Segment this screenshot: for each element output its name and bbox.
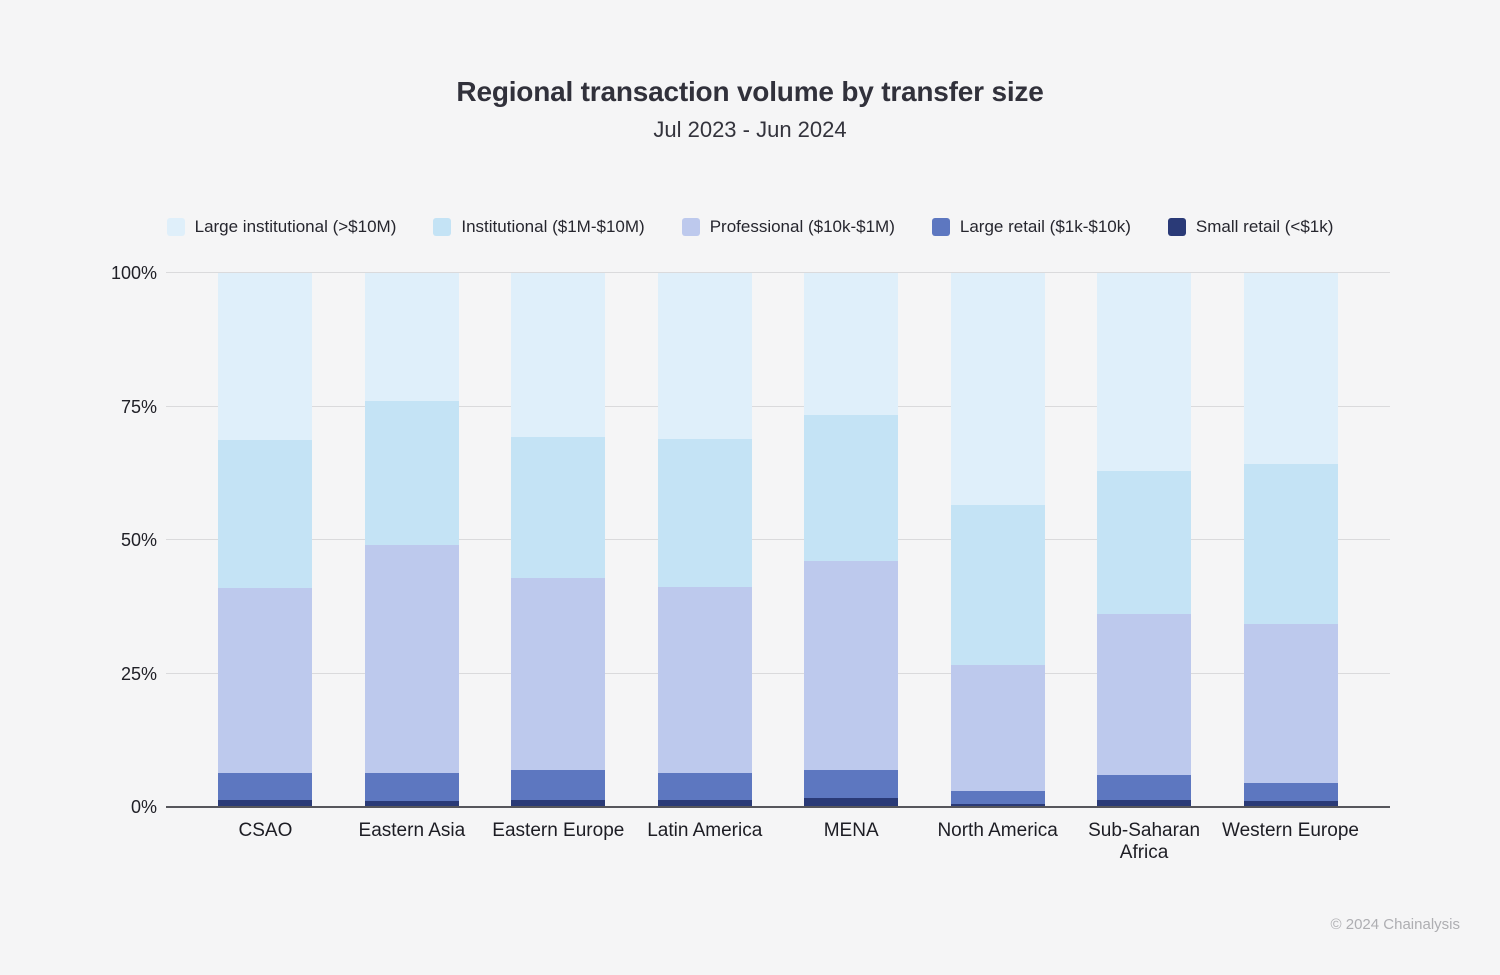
attribution: © 2024 Chainalysis	[1330, 916, 1460, 933]
segment-eastern-asia-large-retail-1k-10k	[364, 773, 459, 801]
segment-latin-america-small-retail-1k	[657, 800, 752, 807]
segment-western-europe-large-institutional-10m	[1243, 273, 1338, 465]
segment-mena-professional-10k-1m	[804, 561, 899, 770]
segment-latin-america-large-retail-1k-10k	[657, 773, 752, 801]
plot-area: 0% 25% 50% 75% 100% CSAO Eastern Asia Eastern E…	[111, 264, 1390, 863]
segment-eastern-asia-professional-10k-1m	[364, 545, 459, 774]
segment-sub-saharan-africa-large-retail-1k-10k	[1097, 774, 1192, 800]
segment-csao-institutional-1m-10m	[218, 440, 313, 589]
legend-swatch-professional-10k-1m	[681, 218, 700, 236]
segment-sub-saharan-africa-small-retail-1k	[1097, 799, 1192, 807]
x-axis-label-eastern-europe: Eastern Europe	[492, 820, 625, 841]
x-axis-label-north-america: North America	[937, 820, 1058, 841]
chart-subtitle: Jul 2023 - Jun 2024	[653, 117, 847, 142]
segment-eastern-asia-institutional-1m-10m	[364, 401, 459, 546]
legend-swatch-large-institutional-10m	[166, 218, 185, 236]
legend-swatch-small-retail-1k	[1167, 218, 1186, 236]
legend-swatch-large-retail-1k-10k	[931, 218, 950, 236]
segment-north-america-institutional-1m-10m	[950, 505, 1045, 666]
bar-western-europe: Western Europe	[1222, 273, 1359, 841]
segment-eastern-asia-large-institutional-10m	[364, 273, 459, 402]
gridline-100	[166, 272, 1390, 273]
segment-latin-america-large-institutional-10m	[657, 273, 752, 440]
legend-item-large-institutional-10m: Large institutional (>$10M)	[166, 217, 397, 237]
segment-western-europe-small-retail-1k	[1243, 801, 1338, 807]
chart-title: Regional transaction volume by transfer …	[456, 76, 1044, 107]
x-axis-label-eastern-asia: Eastern Asia	[358, 820, 466, 841]
segment-csao-large-retail-1k-10k	[218, 773, 313, 801]
segment-csao-large-institutional-10m	[218, 273, 313, 441]
segment-eastern-europe-professional-10k-1m	[511, 578, 606, 771]
bar-eastern-asia: Eastern Asia	[359, 273, 465, 841]
legend-item-small-retail-1k: Small retail (<$1k)	[1167, 217, 1334, 237]
bar-north-america: North America	[937, 273, 1058, 841]
segment-eastern-europe-large-institutional-10m	[511, 273, 606, 437]
legend-label: Large institutional (>$10M)	[194, 217, 397, 236]
segment-sub-saharan-africa-professional-10k-1m	[1097, 613, 1192, 775]
segment-north-america-large-retail-1k-10k	[950, 790, 1045, 804]
segment-north-america-large-institutional-10m	[950, 273, 1045, 506]
legend: Large institutional (>$10M) Institutional…	[0, 217, 1500, 237]
gridline-25	[166, 672, 1390, 674]
x-axis-label-sub-saharan-africa: Sub-Saharan Africa	[1088, 820, 1201, 864]
segment-mena-small-retail-1k	[804, 798, 899, 807]
y-axis-tick-50: 50%	[120, 530, 157, 550]
x-axis-label-csao: CSAO	[238, 820, 293, 841]
legend-swatch-institutional-1m-10m	[433, 218, 452, 236]
x-axis-label-mena: MENA	[823, 820, 879, 841]
bar-csao: CSAO	[218, 273, 313, 841]
bar-sub-saharan-africa: Sub-Saharan Africa	[1088, 273, 1200, 863]
segment-csao-small-retail-1k	[218, 800, 313, 807]
legend-item-institutional-1m-10m: Institutional ($1M-$10M)	[433, 217, 645, 237]
legend-item-large-retail-1k-10k: Large retail ($1k-$10k)	[931, 217, 1131, 237]
legend-label: Professional ($10k-$1M)	[709, 217, 895, 236]
x-axis-label-latin-america: Latin America	[647, 820, 763, 841]
segment-eastern-europe-large-retail-1k-10k	[511, 770, 606, 800]
segment-eastern-europe-institutional-1m-10m	[511, 436, 606, 579]
segment-eastern-europe-small-retail-1k	[511, 799, 606, 807]
legend-label: Small retail (<$1k)	[1195, 217, 1334, 236]
y-axis-tick-25: 25%	[120, 663, 157, 684]
x-axis-label-western-europe: Western Europe	[1222, 820, 1359, 841]
segment-sub-saharan-africa-institutional-1m-10m	[1097, 470, 1192, 614]
segment-western-europe-professional-10k-1m	[1243, 623, 1338, 783]
bar-eastern-europe: Eastern Europe	[492, 273, 624, 841]
legend-label: Large retail ($1k-$10k)	[959, 217, 1131, 236]
segment-latin-america-professional-10k-1m	[657, 586, 752, 774]
bar-latin-america: Latin America	[647, 273, 762, 841]
bar-group: CSAO Eastern Asia Eastern Europe Latin Amer…	[166, 273, 1390, 863]
y-axis-tick-0: 0%	[130, 797, 157, 817]
segment-csao-professional-10k-1m	[218, 588, 313, 774]
y-axis-tick-75: 75%	[120, 396, 157, 417]
segment-eastern-asia-small-retail-1k	[364, 800, 459, 807]
segment-north-america-small-retail-1k	[950, 803, 1045, 807]
segment-mena-institutional-1m-10m	[804, 414, 899, 562]
legend-label: Institutional ($1M-$10M)	[461, 217, 645, 236]
x-axis-line	[166, 806, 1390, 808]
legend-item-professional-10k-1m: Professional ($10k-$1M)	[681, 217, 895, 237]
bar-mena: MENA	[804, 273, 899, 841]
segment-mena-large-institutional-10m	[804, 273, 899, 415]
gridline-75	[166, 405, 1390, 407]
y-axis-tick-100: 100%	[110, 263, 157, 283]
segment-western-europe-large-retail-1k-10k	[1243, 782, 1338, 802]
segment-sub-saharan-africa-large-institutional-10m	[1097, 273, 1192, 471]
segment-latin-america-institutional-1m-10m	[657, 439, 752, 587]
gridline-50	[166, 539, 1390, 540]
segment-north-america-professional-10k-1m	[950, 665, 1045, 791]
segment-western-europe-institutional-1m-10m	[1243, 464, 1338, 624]
segment-mena-large-retail-1k-10k	[804, 769, 899, 799]
